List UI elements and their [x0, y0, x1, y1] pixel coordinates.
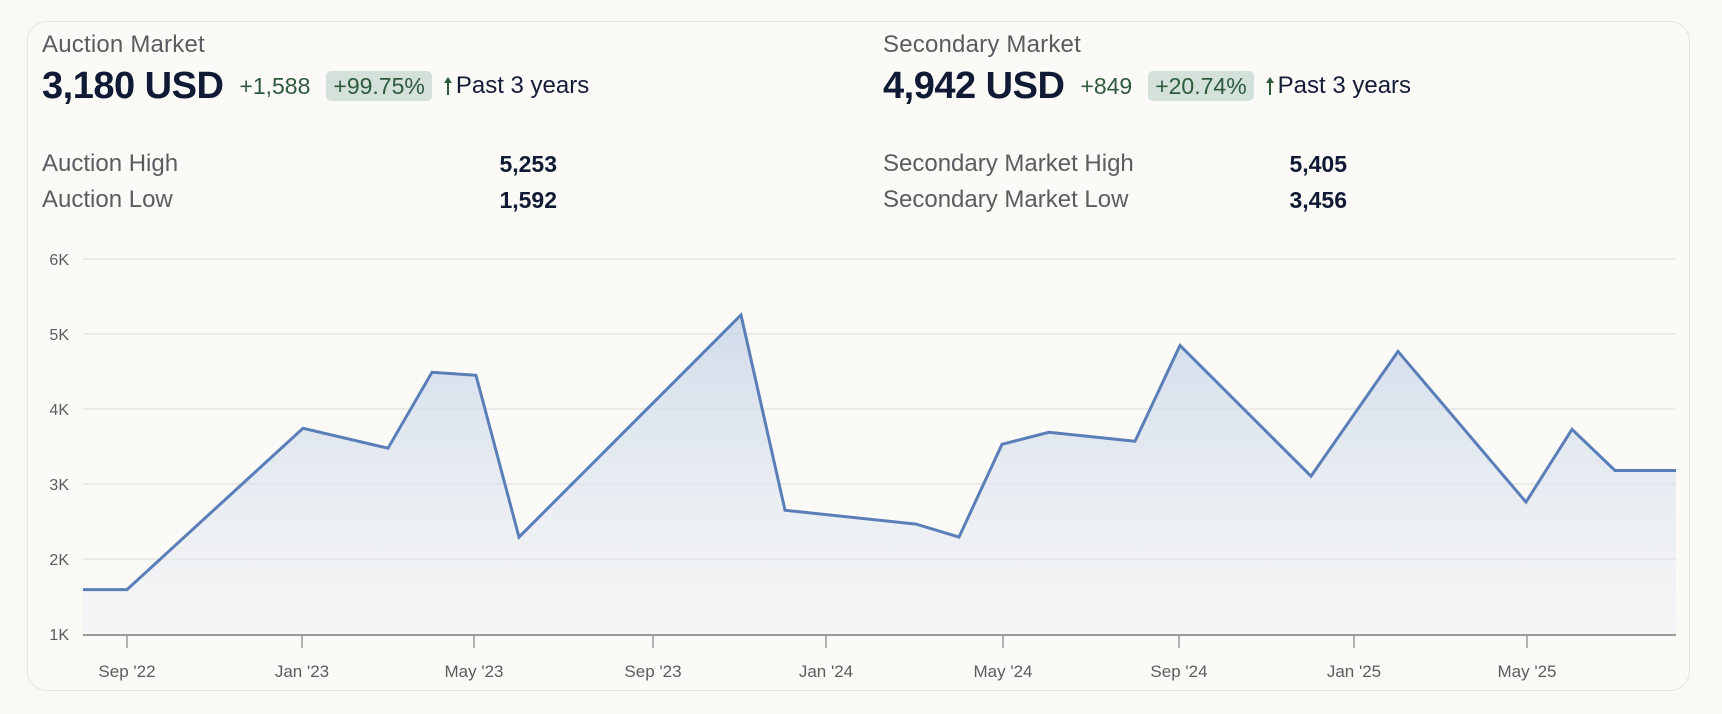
secondary-high-value: 5,405	[1289, 150, 1347, 177]
auction-high-value: 5,253	[499, 150, 557, 177]
secondary-price: 4,942 USD	[883, 64, 1065, 107]
secondary-change: +849	[1080, 72, 1133, 99]
secondary-low-value: 3,456	[1289, 186, 1347, 213]
secondary-period: Past 3 years	[1277, 72, 1412, 99]
y-axis-ticks: 1K 2K 3K 4K 5K 6K	[49, 252, 69, 644]
x-tick-label: May '25	[1498, 662, 1557, 681]
auction-low-label: Auction Low	[42, 186, 173, 213]
y-tick-label: 6K	[49, 252, 69, 269]
auction-low-value: 1,592	[499, 186, 557, 213]
secondary-market-summary: Secondary Market 4,942 USD +849 +20.74% …	[883, 30, 1411, 218]
y-tick-label: 5K	[49, 327, 69, 344]
secondary-stats: Secondary Market High 5,405 Secondary Ma…	[883, 146, 1411, 218]
auction-headline: 3,180 USD +1,588 +99.75% Past 3 years	[42, 64, 589, 108]
auction-stats: Auction High 5,253 Auction Low 1,592	[42, 146, 589, 218]
secondary-low-label: Secondary Market Low	[883, 186, 1129, 213]
y-tick-label: 4K	[49, 402, 69, 419]
chart-area-fill	[83, 315, 1676, 634]
auction-change-pct-badge: +99.75%	[326, 71, 432, 101]
y-tick-label: 3K	[49, 477, 69, 494]
chart-line-auction	[83, 312, 1676, 592]
auction-high-row: Auction High 5,253	[42, 146, 589, 182]
y-tick-label: 1K	[49, 627, 69, 644]
x-tick-label: Jan '25	[1327, 662, 1381, 681]
auction-low-row: Auction Low 1,592	[42, 182, 589, 218]
secondary-change-pct-badge: +20.74%	[1148, 71, 1254, 101]
arrow-up-icon	[1265, 77, 1274, 95]
x-tick-label: May '23	[445, 662, 504, 681]
auction-market-title: Auction Market	[42, 31, 205, 58]
secondary-high-label: Secondary Market High	[883, 150, 1134, 177]
x-tick-label: Sep '24	[1150, 662, 1207, 681]
y-tick-label: 2K	[49, 552, 69, 569]
x-axis-ticks: Sep '22 Jan '23 May '23 Sep '23 Jan '24 May '…	[98, 636, 1557, 681]
x-tick-label: Jan '23	[275, 662, 329, 681]
x-tick-label: May '24	[974, 662, 1033, 681]
x-tick-label: Sep '23	[624, 662, 681, 681]
secondary-market-title: Secondary Market	[883, 31, 1081, 58]
secondary-low-row: Secondary Market Low 3,456	[883, 182, 1411, 218]
auction-market-summary: Auction Market 3,180 USD +1,588 +99.75% …	[42, 30, 589, 218]
auction-price: 3,180 USD	[42, 64, 224, 107]
auction-period: Past 3 years	[455, 72, 590, 99]
secondary-high-row: Secondary Market High 5,405	[883, 146, 1411, 182]
auction-high-label: Auction High	[42, 150, 179, 177]
secondary-headline: 4,942 USD +849 +20.74% Past 3 years	[883, 64, 1411, 108]
arrow-up-icon	[443, 77, 452, 95]
x-tick-label: Sep '22	[98, 662, 155, 681]
auction-change: +1,588	[239, 72, 311, 99]
x-tick-label: Jan '24	[799, 662, 853, 681]
